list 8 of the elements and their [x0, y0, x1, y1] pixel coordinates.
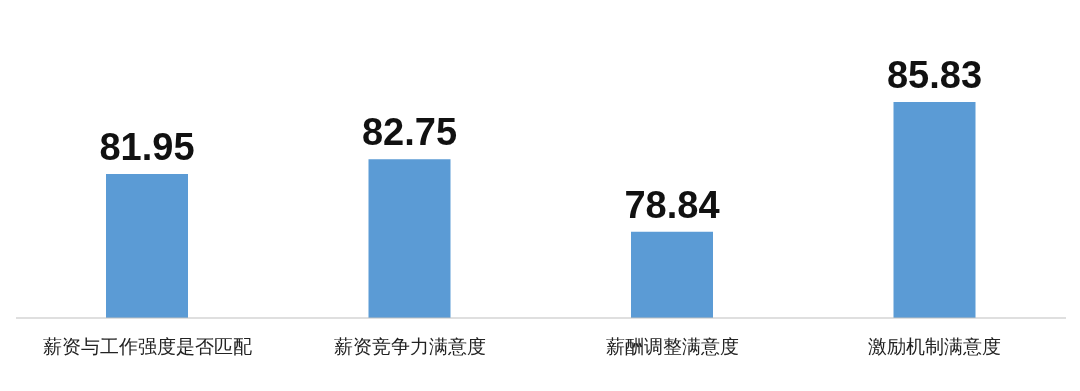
x-tick-label: 激励机制满意度 [868, 335, 1002, 358]
x-tick-label: 薪资与工作强度是否匹配 [42, 335, 252, 358]
data-label: 85.83 [886, 54, 983, 96]
x-tick-label: 薪酬调整满意度 [605, 335, 739, 358]
data-label: 81.95 [99, 126, 195, 169]
x-tick-label: 薪资竞争力满意度 [333, 335, 486, 358]
data-label: 82.75 [361, 111, 458, 154]
data-label: 78.84 [624, 183, 720, 226]
